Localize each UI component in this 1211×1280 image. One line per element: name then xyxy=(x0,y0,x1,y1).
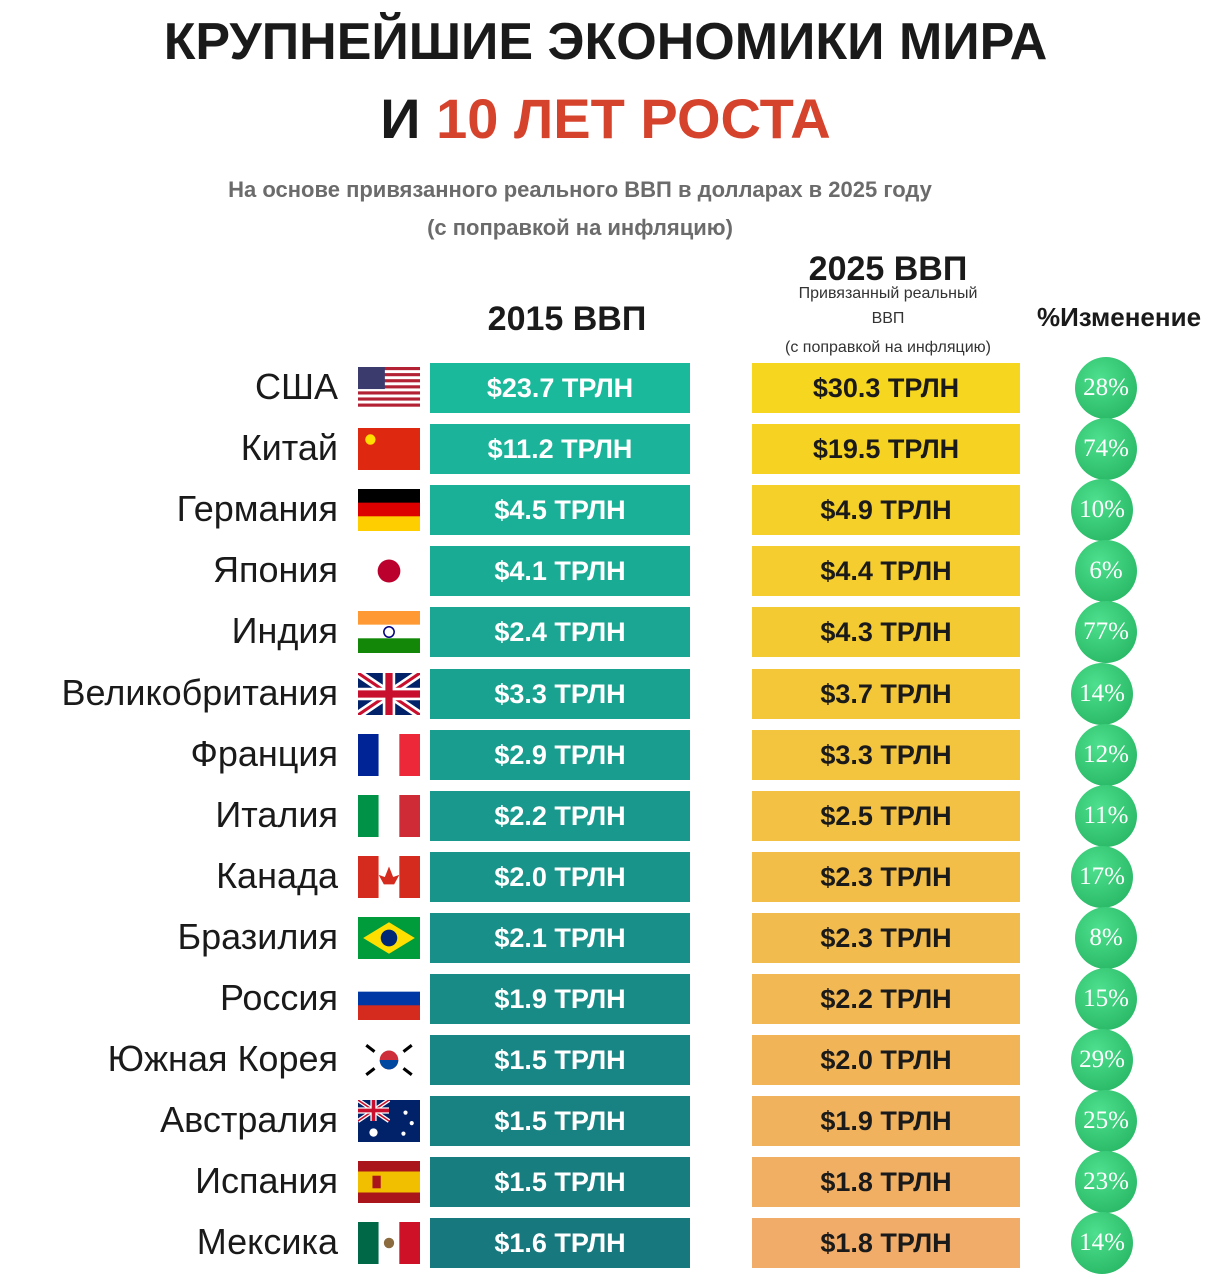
gdp-2025-cell: $2.3 ТРЛН xyxy=(752,851,1020,902)
gdp-2015-cell: $1.5 ТРЛН xyxy=(430,1157,690,1208)
country-name: Германия xyxy=(176,488,338,530)
country-name: Канада xyxy=(216,854,338,896)
change-badge: 11% xyxy=(1075,784,1137,847)
flag xyxy=(358,489,420,532)
country-name: Китай xyxy=(240,427,338,469)
change-badge: 28% xyxy=(1075,357,1137,419)
subtitle: (с поправкой на инфляцию) xyxy=(427,215,733,240)
gdp-2025-cell: $4.3 ТРЛН xyxy=(752,607,1020,658)
title: КРУПНЕЙШИЕ ЭКОНОМИКИ МИРА xyxy=(163,13,1048,71)
change-badge: 77% xyxy=(1075,601,1137,664)
gdp-2015-cell: $2.0 ТРЛН xyxy=(430,851,690,902)
gdp-2025-cell: $1.9 ТРЛН xyxy=(752,1096,1020,1147)
country-name: Австралия xyxy=(160,1099,338,1141)
flag xyxy=(358,1161,420,1204)
change-badge: 74% xyxy=(1075,418,1137,481)
change-badge: 25% xyxy=(1075,1090,1137,1153)
change-badge: 6% xyxy=(1075,540,1137,603)
flag xyxy=(358,1039,420,1082)
change-badge: 10% xyxy=(1071,479,1133,542)
change-badge: 12% xyxy=(1075,723,1137,786)
country-name: Италия xyxy=(215,793,338,835)
gdp-2025-cell: $4.4 ТРЛН xyxy=(752,546,1020,597)
flag xyxy=(358,794,420,837)
subtitle: На основе привязанного реального ВВП в д… xyxy=(228,177,932,202)
flag xyxy=(358,855,420,898)
flag xyxy=(358,1100,420,1143)
change-badge: 8% xyxy=(1075,906,1137,969)
gdp-2025-cell: $1.8 ТРЛН xyxy=(752,1157,1020,1208)
gdp-2025-cell: $30.3 ТРЛН xyxy=(752,363,1020,413)
gdp-2015-cell: $2.4 ТРЛН xyxy=(430,607,690,658)
gdp-2015-cell: $1.6 ТРЛН xyxy=(430,1218,690,1269)
flag xyxy=(358,367,420,409)
column-note: Привязанный реальный xyxy=(798,285,978,302)
country-name: Испания xyxy=(195,1160,338,1202)
gdp-2015-cell: $2.2 ТРЛН xyxy=(430,790,690,841)
country-name: Индия xyxy=(231,610,338,652)
gdp-2025-cell: $1.8 ТРЛН xyxy=(752,1218,1020,1269)
country-name: Великобритания xyxy=(61,671,338,713)
flag xyxy=(358,978,420,1020)
flag xyxy=(358,550,420,593)
country-name: Бразилия xyxy=(177,915,339,957)
country-name: Южная Корея xyxy=(107,1038,338,1080)
gdp-2025-cell: $4.9 ТРЛН xyxy=(752,485,1020,536)
gdp-2025-cell: $19.5 ТРЛН xyxy=(752,424,1020,475)
country-name: Россия xyxy=(219,977,338,1018)
gdp-2025-cell: $2.0 ТРЛН xyxy=(752,1035,1020,1086)
flag xyxy=(358,672,420,715)
gdp-2015-cell: $11.2 ТРЛН xyxy=(430,424,690,475)
column-header: 2025 ВВП xyxy=(808,250,968,288)
gdp-2015-cell: $2.9 ТРЛН xyxy=(430,729,690,780)
flag xyxy=(358,428,420,471)
gdp-2015-cell: $23.7 ТРЛН xyxy=(430,363,690,413)
column-header: %Изменение xyxy=(1036,302,1202,332)
gdp-2025-cell: $2.3 ТРЛН xyxy=(752,912,1020,963)
gdp-2015-cell: $1.9 ТРЛН xyxy=(430,974,690,1024)
flag xyxy=(358,611,420,654)
title: И 10 ЛЕТ РОСТА xyxy=(0,86,1211,151)
change-badge: 14% xyxy=(1071,1212,1133,1275)
flag xyxy=(358,733,420,776)
change-badge: 29% xyxy=(1071,1029,1133,1092)
column-note: ВВП xyxy=(871,310,905,327)
flag xyxy=(358,916,420,959)
change-badge: 17% xyxy=(1071,845,1133,908)
change-badge: 23% xyxy=(1075,1151,1137,1214)
gdp-2015-cell: $2.1 ТРЛН xyxy=(430,912,690,963)
gdp-2015-cell: $4.1 ТРЛН xyxy=(430,546,690,597)
gdp-2025-cell: $2.5 ТРЛН xyxy=(752,790,1020,841)
gdp-2015-cell: $1.5 ТРЛН xyxy=(430,1096,690,1147)
gdp-2015-cell: $3.3 ТРЛН xyxy=(430,668,690,719)
country-name: Мексика xyxy=(196,1221,338,1263)
change-badge: 15% xyxy=(1075,968,1137,1030)
gdp-2025-cell: $3.3 ТРЛН xyxy=(752,729,1020,780)
title-prefix: И xyxy=(380,87,421,150)
gdp-2015-cell: $4.5 ТРЛН xyxy=(430,485,690,536)
title-highlight: 10 ЛЕТ РОСТА xyxy=(436,87,831,150)
country-name: США xyxy=(254,366,338,407)
flag xyxy=(358,1222,420,1265)
column-note: (с поправкой на инфляцию) xyxy=(785,339,991,356)
gdp-2025-cell: $2.2 ТРЛН xyxy=(752,974,1020,1024)
gdp-2015-cell: $1.5 ТРЛН xyxy=(430,1035,690,1086)
column-header: 2015 ВВП xyxy=(487,300,647,338)
gdp-2025-cell: $3.7 ТРЛН xyxy=(752,668,1020,719)
country-name: Япония xyxy=(213,549,338,591)
change-badge: 14% xyxy=(1071,662,1133,725)
country-name: Франция xyxy=(190,732,338,774)
